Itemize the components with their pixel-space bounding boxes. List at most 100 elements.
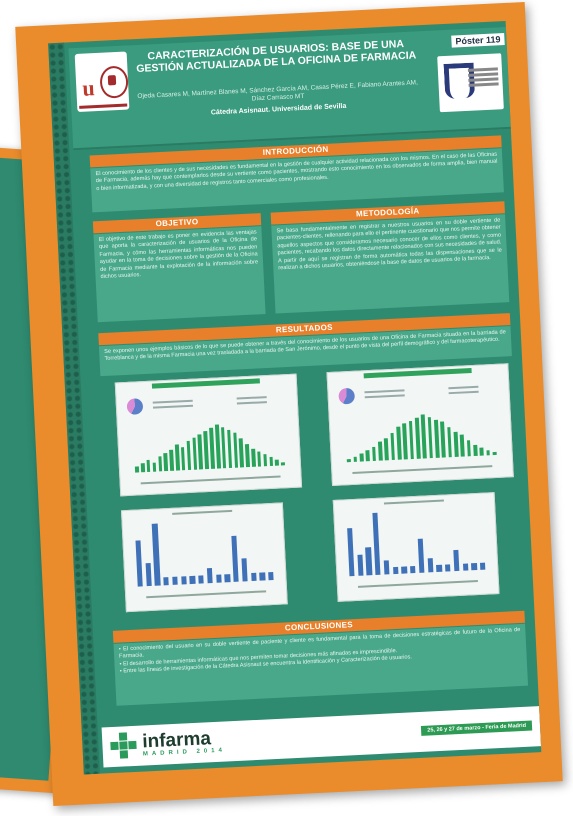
chart-bar: [365, 450, 370, 462]
chart-bar: [172, 576, 178, 585]
drug-group-bar-chart: [344, 508, 487, 577]
chart-bar: [251, 449, 256, 467]
chart-bar: [197, 434, 204, 470]
chart-bar: [241, 558, 248, 582]
demographic-chart-torreblanca: [114, 373, 303, 497]
chart-bar: [365, 547, 372, 576]
chart-bar: [420, 414, 427, 459]
pie-chart: [126, 398, 144, 415]
chart-bar: [459, 434, 465, 457]
chart-bar: [353, 456, 358, 462]
chart-bar: [446, 426, 453, 458]
pie-legend: [152, 399, 193, 404]
chart-bar: [245, 443, 250, 468]
chart-bar: [486, 449, 491, 456]
demographic-chart-san-jeronimo: [326, 363, 514, 486]
chart-bar: [146, 460, 151, 473]
chart-bar: [180, 446, 186, 471]
chart-bar: [408, 420, 415, 460]
chart-bar: [215, 574, 222, 583]
poster-title: CARACTERIZACIÓN DE USUARIOS: BASE DE UNA…: [136, 37, 417, 76]
chart-bar: [462, 563, 469, 571]
chart-bar: [402, 423, 408, 460]
chart-bar: [492, 452, 497, 456]
chart-bar: [383, 560, 390, 575]
chart-bar: [346, 527, 355, 577]
chart-bar: [479, 447, 484, 456]
chart-bar: [453, 550, 460, 572]
chart-bar: [356, 554, 364, 576]
chart-bar: [250, 573, 257, 582]
chart-caption: [357, 579, 478, 588]
chart-bar: [427, 558, 434, 573]
chart-bar: [198, 575, 204, 584]
chart-bar: [157, 456, 163, 472]
university-logo: u: [74, 51, 130, 112]
chart-bar: [473, 444, 478, 457]
chart-bar: [214, 424, 221, 469]
objetivo-body: El objetivo de este trabajo es poner en …: [93, 226, 266, 323]
chart-bar: [445, 564, 451, 572]
pie-stats: [236, 396, 267, 400]
chart-bar: [414, 417, 421, 459]
chart-bar: [232, 432, 239, 468]
chart-bar: [466, 439, 472, 457]
chart-bar: [390, 432, 396, 461]
chart-bar: [417, 538, 425, 573]
therapeutic-chart-san-jeronimo: [332, 492, 500, 602]
chart-bar: [206, 567, 213, 584]
chart-bar: [392, 567, 399, 575]
chart-bar: [281, 462, 285, 466]
chart-bar: [224, 574, 231, 583]
chart-bar: [180, 576, 187, 585]
chart-bar: [163, 577, 169, 586]
chart-bar: [259, 572, 266, 581]
chart-bar: [396, 426, 402, 460]
chart-title: [172, 509, 233, 515]
chart-caption: [352, 465, 493, 474]
infarma-logo-icon: [110, 732, 137, 759]
chart-caption: [140, 475, 281, 485]
chart-bar: [220, 427, 227, 469]
chart-caption: [146, 590, 267, 599]
chart-bar: [384, 438, 389, 461]
metodologia-body: Se basa fundamentalmente en registrar a …: [271, 214, 510, 314]
chart-bar: [135, 466, 139, 473]
age-bar-chart: [344, 411, 498, 463]
chart-bar: [238, 437, 244, 468]
chart-bar: [410, 566, 416, 574]
age-bar-chart: [132, 421, 286, 473]
drug-group-bar-chart: [133, 518, 276, 587]
chart-title-bar: [151, 378, 260, 389]
chart-bar: [257, 451, 262, 467]
chart-bar: [436, 564, 442, 572]
chart-bar: [186, 440, 192, 471]
chart-bar: [269, 457, 274, 467]
poster-number: Póster 119: [451, 33, 505, 48]
chart-bar: [203, 430, 209, 470]
chart-bar: [433, 419, 440, 458]
chart-bar: [275, 459, 279, 466]
event-dates: 25, 26 y 27 de marzo - Feria de Madrid: [421, 720, 533, 736]
chart-bar: [372, 512, 381, 575]
poster-header: u CARACTERIZACIÓN DE USUARIOS: BASE DE U…: [68, 26, 511, 151]
chart-bar: [453, 432, 459, 457]
chart-bar: [268, 572, 274, 581]
chart-bar: [163, 453, 169, 472]
chart-bar: [140, 463, 145, 473]
chart-bar: [226, 429, 233, 469]
pie-legend: [364, 389, 405, 394]
chart-bar: [145, 562, 152, 587]
chart-bar: [152, 462, 157, 472]
chart-bar: [192, 437, 198, 470]
chart-bar: [440, 421, 446, 458]
poster: u CARACTERIZACIÓN DE USUARIOS: BASE DE U…: [15, 2, 563, 806]
chart-bar: [377, 441, 383, 461]
chart-bar: [347, 459, 351, 463]
chart-title: [383, 499, 444, 505]
chart-bar: [263, 454, 268, 467]
chart-bar: [169, 450, 174, 471]
chart-bar: [174, 444, 180, 471]
chart-bar: [479, 562, 486, 570]
chart-bar: [189, 576, 196, 585]
